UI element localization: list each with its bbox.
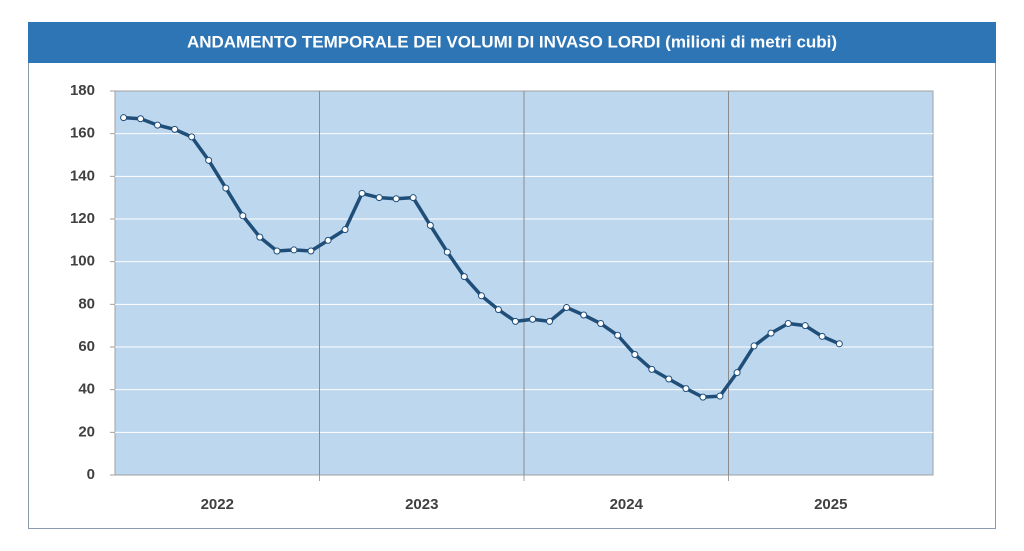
y-tick-label: 20 bbox=[78, 423, 95, 440]
y-tick-label: 40 bbox=[78, 381, 95, 398]
data-point bbox=[580, 311, 588, 319]
data-point bbox=[205, 156, 213, 164]
y-tick-label: 80 bbox=[78, 295, 95, 312]
y-tick-label: 60 bbox=[78, 338, 95, 355]
data-point bbox=[835, 340, 843, 348]
y-tick-label: 180 bbox=[70, 82, 95, 99]
data-point bbox=[801, 322, 809, 330]
data-point bbox=[358, 189, 366, 197]
data-point bbox=[631, 350, 639, 358]
data-point bbox=[460, 273, 468, 281]
x-tick-label: 2022 bbox=[201, 496, 234, 513]
data-point bbox=[290, 246, 298, 254]
data-point bbox=[426, 221, 434, 229]
data-point bbox=[239, 212, 247, 220]
data-point bbox=[648, 365, 656, 373]
data-point bbox=[273, 247, 281, 255]
data-point bbox=[120, 114, 128, 122]
data-point bbox=[716, 392, 724, 400]
data-point bbox=[511, 317, 519, 325]
data-point bbox=[529, 315, 537, 323]
chart-title: ANDAMENTO TEMPORALE DEI VOLUMI DI INVASO… bbox=[187, 32, 837, 51]
data-point bbox=[750, 342, 758, 350]
data-point bbox=[818, 332, 826, 340]
data-point bbox=[784, 320, 792, 328]
y-tick-label: 0 bbox=[87, 466, 95, 483]
title-bar bbox=[28, 22, 996, 63]
data-point bbox=[256, 233, 264, 241]
x-tick-label: 2025 bbox=[814, 496, 847, 513]
data-point bbox=[324, 236, 332, 244]
y-tick-label: 120 bbox=[70, 210, 95, 227]
data-point bbox=[682, 385, 690, 393]
data-point bbox=[733, 369, 741, 377]
data-point bbox=[665, 375, 673, 383]
data-point bbox=[409, 194, 417, 202]
data-point bbox=[546, 317, 554, 325]
data-point bbox=[222, 184, 230, 192]
y-tick-label: 100 bbox=[70, 253, 95, 270]
data-point bbox=[614, 331, 622, 339]
data-point bbox=[375, 194, 383, 202]
data-point bbox=[341, 226, 349, 234]
data-point bbox=[597, 320, 605, 328]
data-point bbox=[137, 115, 145, 123]
data-point bbox=[494, 306, 502, 314]
data-point bbox=[767, 329, 775, 337]
y-tick-label: 140 bbox=[70, 167, 95, 184]
data-point bbox=[477, 292, 485, 300]
data-point bbox=[563, 304, 571, 312]
data-point bbox=[307, 247, 315, 255]
x-tick-label: 2023 bbox=[405, 496, 438, 513]
data-point bbox=[699, 393, 707, 401]
data-point bbox=[154, 121, 162, 129]
y-tick-label: 160 bbox=[70, 125, 95, 142]
data-point bbox=[443, 248, 451, 256]
x-tick-label: 2024 bbox=[610, 496, 644, 513]
data-point bbox=[392, 195, 400, 203]
data-point bbox=[188, 133, 196, 141]
data-point bbox=[171, 125, 179, 133]
